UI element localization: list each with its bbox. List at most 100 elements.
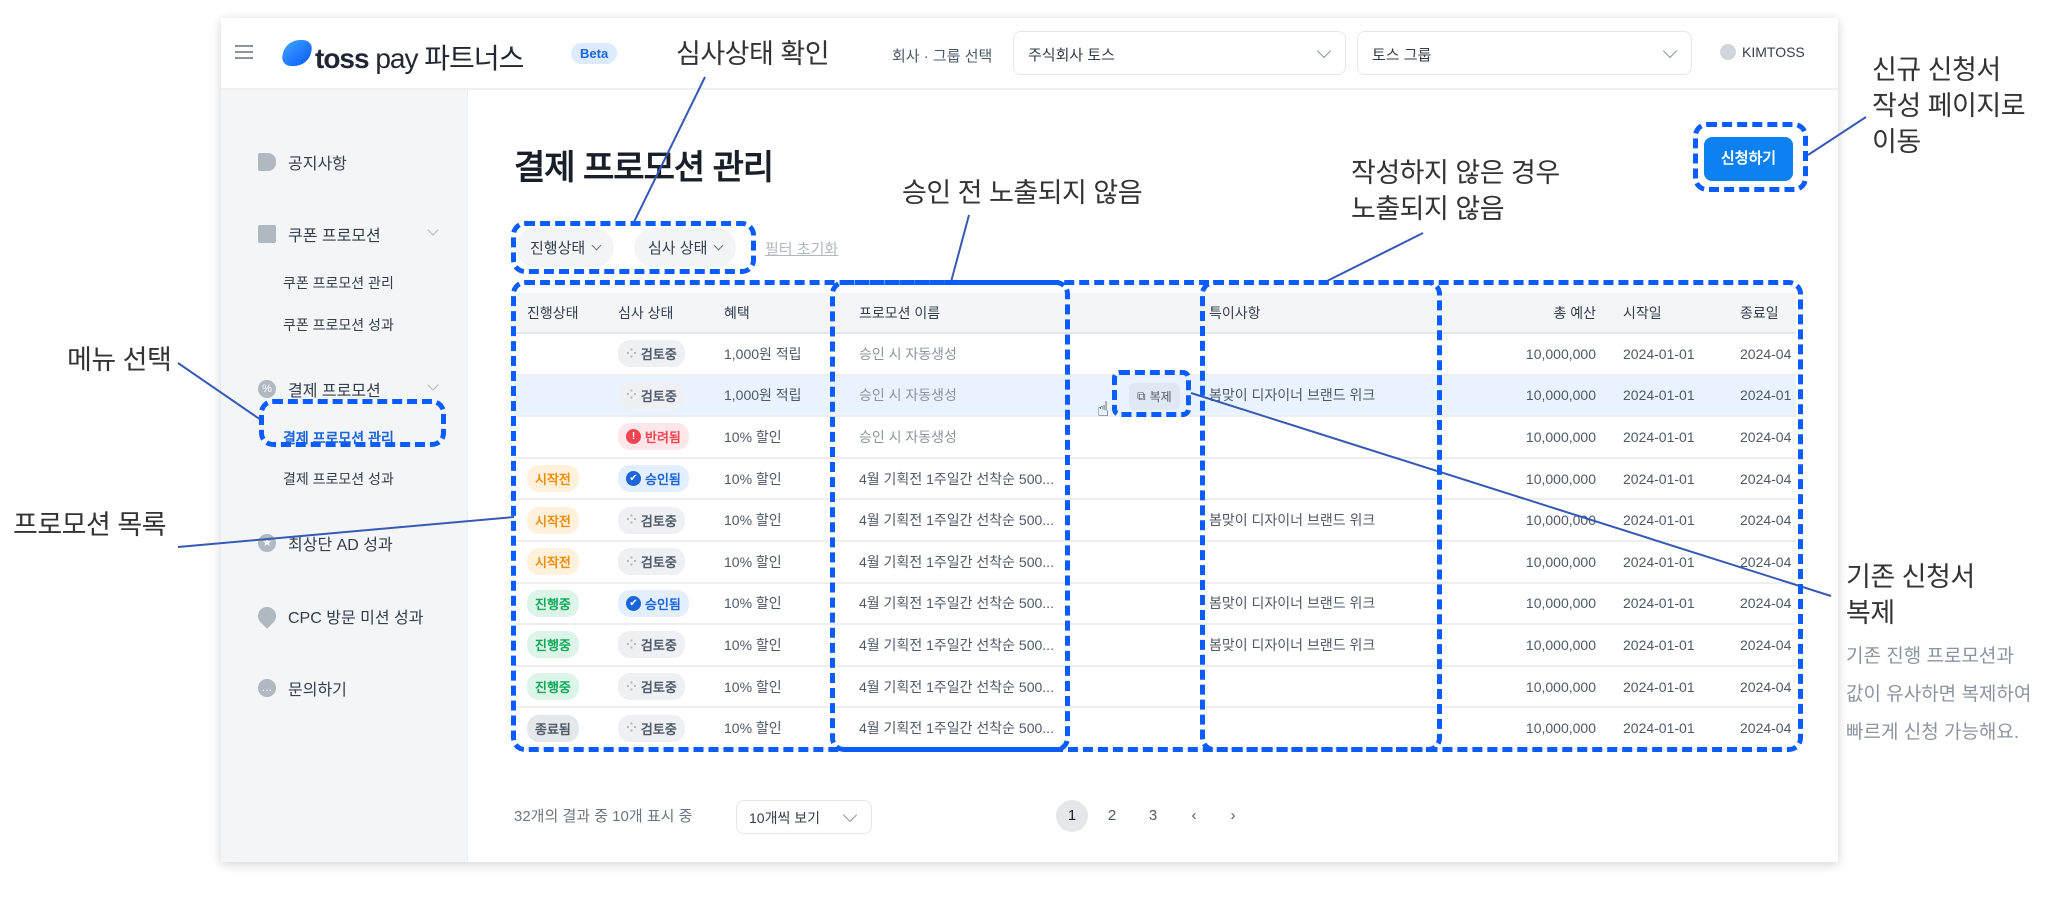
cell-end: 2024-04 <box>1740 345 1792 362</box>
progress-badge: 시작전 <box>527 548 579 576</box>
sidebar-item-payment[interactable]: % 결제 프로모션 <box>221 377 468 401</box>
annotation-promotion-list: 프로모션 목록 <box>13 510 167 540</box>
annotation-box-duplicate <box>1112 370 1191 417</box>
cell-end: 2024-04 <box>1740 678 1792 695</box>
cell-end: 2024-04 <box>1740 553 1792 570</box>
sidebar-item-inquiry[interactable]: … 문의하기 <box>221 676 468 700</box>
table-row[interactable]: ! 반려됨 10% 할인 승인 시 자동생성 10,000,000 2024-01-01 2… <box>514 417 1796 459</box>
badge-label: 검토중 <box>640 388 677 404</box>
cell-name: 승인 시 자동생성 <box>859 428 957 445</box>
sidebar-item-coupon[interactable]: 쿠폰 프로모션 <box>221 222 468 246</box>
table-row[interactable]: 시작전 ✔ 승인됨 10% 할인 4월 기획전 1주일간 선착순 500... 10,00… <box>514 459 1796 501</box>
next-page-icon[interactable]: › <box>1230 807 1236 824</box>
cell-review: ✔ 승인됨 <box>618 584 689 624</box>
cell-end: 2024-01 <box>1740 387 1792 404</box>
annotation-line-3: 이동 <box>1872 127 1921 157</box>
annotation-line-hidden-approval <box>950 214 970 283</box>
table-row[interactable]: ⁘ 검토중 1,000원 적립 승인 시 자동생성 봄맞이 디자이너 브랜드 위크 10,… <box>514 375 1796 418</box>
progress-filter[interactable]: 진행상태 <box>516 228 615 267</box>
column-header: 프로모션 이름 <box>859 304 941 321</box>
brand-pay: pay <box>375 43 418 74</box>
page-2[interactable]: 2 <box>1107 807 1117 824</box>
cell-benefit: 10% 할인 <box>724 595 782 612</box>
company-group-label: 회사 · 그룹 선택 <box>892 48 993 65</box>
ticket-icon <box>258 225 276 243</box>
cell-name: 4월 기획전 1주일간 선착순 500... <box>859 553 1054 570</box>
table-row[interactable]: 시작전 ⁘ 검토중 10% 할인 4월 기획전 1주일간 선착순 500... 10,00… <box>514 542 1796 584</box>
cell-name: 4월 기획전 1주일간 선착순 500... <box>859 470 1054 487</box>
beta-badge: Beta <box>571 43 618 64</box>
spinner-icon: ⁘ <box>626 387 637 403</box>
review-badge: ⁘ 검토중 <box>618 506 685 534</box>
cell-end: 2024-04 <box>1740 428 1792 445</box>
annotation-line-1: 신규 신청서 <box>1872 55 2001 85</box>
badge-label: 진행중 <box>535 638 571 654</box>
cell-review: ⁘ 검토중 <box>618 667 685 707</box>
cell-progress: 진행중 <box>527 584 579 624</box>
user-name: KIMTOSS <box>1742 44 1805 60</box>
cell-start: 2024-01-01 <box>1623 553 1695 570</box>
reset-filters-link[interactable]: 필터 초기화 <box>765 241 839 258</box>
cell-progress: 진행중 <box>527 625 579 665</box>
desc-line-2: 값이 유사하면 복제하여 <box>1846 684 2032 705</box>
cell-benefit: 10% 할인 <box>724 428 782 445</box>
cell-progress: 시작전 <box>527 542 579 582</box>
table-row[interactable]: 진행중 ⁘ 검토중 10% 할인 4월 기획전 1주일간 선착순 500... 10,00… <box>514 667 1796 709</box>
cell-benefit: 10% 할인 <box>724 553 782 570</box>
annotation-duplicate-title: 기존 신청서 복제 <box>1846 559 1975 631</box>
cell-review: ⁘ 검토중 <box>618 500 685 540</box>
page-size-value: 10개씩 보기 <box>749 810 820 826</box>
cell-start: 2024-01-01 <box>1623 428 1695 445</box>
page-size-select[interactable]: 10개씩 보기 <box>736 800 872 834</box>
review-filter[interactable]: 심사 상태 <box>634 228 737 267</box>
group-select[interactable]: 토스 그룹 <box>1357 31 1692 75</box>
copy-icon: ⧉ <box>1137 388 1146 403</box>
table-row[interactable]: 진행중 ⁘ 검토중 10% 할인 4월 기획전 1주일간 선착순 500... 봄맞이 디… <box>514 625 1796 667</box>
column-header: 총 예산 <box>1553 304 1596 321</box>
page-3[interactable]: 3 <box>1148 807 1158 824</box>
cell-benefit: 10% 할인 <box>724 636 782 653</box>
cell-review: ✔ 승인됨 <box>618 459 689 499</box>
cell-benefit: 10% 할인 <box>724 678 782 695</box>
menu-icon[interactable] <box>235 45 253 59</box>
cell-budget: 10,000,000 <box>1525 720 1596 737</box>
table-row[interactable]: 진행중 ✔ 승인됨 10% 할인 4월 기획전 1주일간 선착순 500... 봄맞이 디… <box>514 584 1796 626</box>
cell-end: 2024-04 <box>1740 470 1792 487</box>
apply-button[interactable]: 신청하기 <box>1704 137 1793 181</box>
cell-start: 2024-01-01 <box>1623 512 1695 529</box>
cell-benefit: 10% 할인 <box>724 720 782 737</box>
cell-budget: 10,000,000 <box>1525 553 1596 570</box>
sidebar-item-notice[interactable]: 공지사항 <box>221 150 468 174</box>
annotation-box-filters <box>511 221 756 274</box>
duplicate-button[interactable]: ⧉ 복제 <box>1129 382 1180 410</box>
cell-start: 2024-01-01 <box>1623 470 1695 487</box>
sidebar-item-label: 최상단 AD 성과 <box>288 537 393 554</box>
brand-logo[interactable]: toss pay 파트너스 <box>315 37 524 77</box>
cell-review: ⁘ 검토중 <box>618 334 685 374</box>
sidebar-sub-coupon-stats[interactable]: 쿠폰 프로모션 성과 <box>283 317 394 333</box>
annotation-line-review <box>633 76 706 223</box>
prev-page-icon[interactable]: ‹ <box>1191 807 1197 824</box>
sidebar-item-cpc[interactable]: CPC 방문 미션 성과 <box>221 603 468 629</box>
cell-review: ! 반려됨 <box>618 417 689 457</box>
badge-label: 검토중 <box>640 680 677 696</box>
annotation-duplicate-desc: 기존 진행 프로모션과 값이 유사하면 복제하여 빠르게 신청 가능해요. <box>1846 638 2031 752</box>
column-header: 특이사항 <box>1209 304 1261 321</box>
chat-icon: … <box>258 679 276 697</box>
user-menu[interactable]: KIMTOSS <box>1720 44 1805 60</box>
filter-label: 심사 상태 <box>648 240 708 257</box>
app-window: toss pay 파트너스 Beta 회사 · 그룹 선택 주식회사 토스 토스… <box>221 18 1838 862</box>
cell-budget: 10,000,000 <box>1525 636 1596 653</box>
progress-badge: 시작전 <box>527 506 579 534</box>
sidebar: 공지사항 쿠폰 프로모션 쿠폰 프로모션 관리 쿠폰 프로모션 성과 % 결제 프… <box>221 90 468 862</box>
page-1[interactable]: 1 <box>1056 800 1088 832</box>
sidebar-sub-payment-stats[interactable]: 결제 프로모션 성과 <box>283 471 394 487</box>
cell-budget: 10,000,000 <box>1525 345 1596 362</box>
table-row[interactable]: 시작전 ⁘ 검토중 10% 할인 4월 기획전 1주일간 선착순 500... 봄맞이 디… <box>514 500 1796 542</box>
progress-badge: 종료됨 <box>527 714 579 742</box>
cell-progress: 종료됨 <box>527 708 579 748</box>
sidebar-sub-coupon-manage[interactable]: 쿠폰 프로모션 관리 <box>283 275 394 291</box>
company-select[interactable]: 주식회사 토스 <box>1013 31 1346 75</box>
annotation-menu-select: 메뉴 선택 <box>67 345 172 375</box>
badge-label: 시작전 <box>535 472 571 488</box>
